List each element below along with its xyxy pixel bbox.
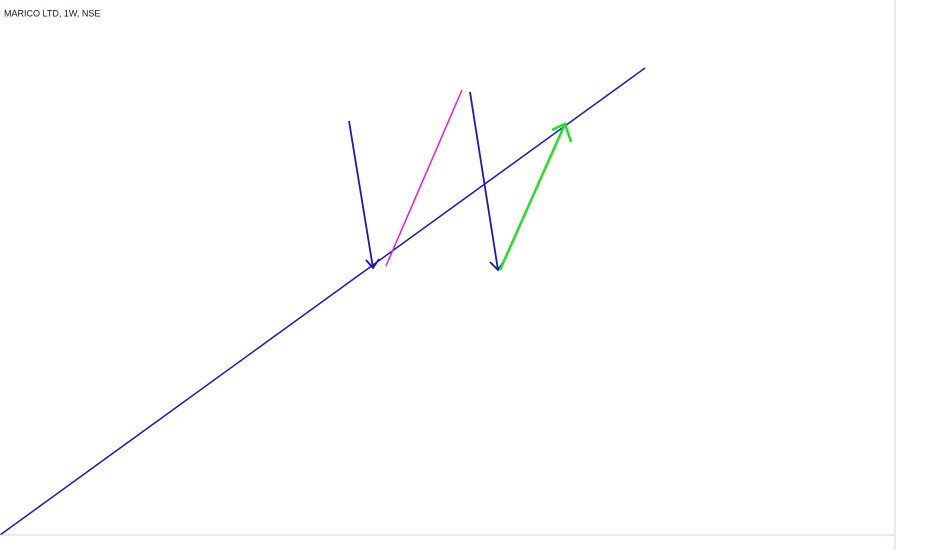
arrow-down <box>469 91 499 271</box>
arrow-head <box>551 122 573 143</box>
chart-title: MARICO LTD, 1W, NSE <box>4 8 100 18</box>
arrow-head <box>365 258 380 270</box>
trend-line <box>0 67 646 536</box>
drawings <box>0 67 646 536</box>
target-arrow <box>498 123 567 271</box>
price-axis <box>895 0 932 550</box>
arrow-up <box>385 89 463 267</box>
arrow-down <box>348 120 374 269</box>
